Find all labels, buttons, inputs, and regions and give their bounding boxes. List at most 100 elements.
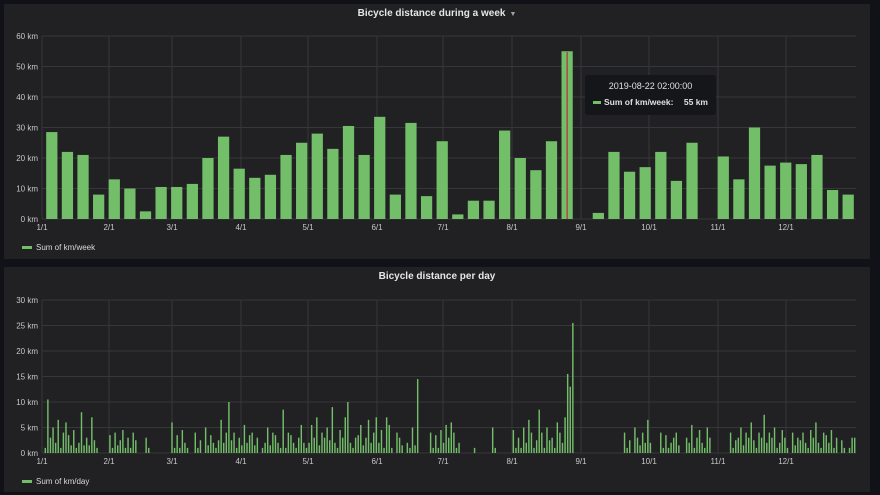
x-tick-label: 2/1: [103, 457, 115, 466]
bar: [282, 409, 284, 453]
bar: [733, 179, 745, 219]
bar: [326, 427, 328, 453]
bar: [277, 442, 279, 453]
bar: [561, 442, 564, 453]
panel-title[interactable]: Bicycle distance per day: [378, 271, 496, 282]
y-tick-label: 10 km: [16, 185, 38, 194]
bar: [494, 447, 496, 453]
bar: [272, 432, 274, 453]
bar: [848, 447, 851, 453]
legend-swatch-icon: [22, 480, 32, 484]
bar: [194, 432, 196, 453]
bar: [114, 432, 116, 453]
weekly-bar-chart[interactable]: 0 km 10 km 20 km 30 km 40 km 50 km 60 km 1/1 2/1…: [4, 4, 870, 259]
bar: [176, 435, 178, 453]
bar: [411, 427, 414, 453]
bar: [233, 432, 235, 453]
bar: [70, 445, 72, 453]
bar: [811, 154, 823, 219]
bar: [127, 437, 129, 453]
legend-item-km-day[interactable]: Sum of km/day: [22, 477, 89, 486]
bar: [804, 442, 807, 453]
daily-bar-chart[interactable]: 0 km 5 km 10 km 15 km 20 km 25 km 30 km 1/1 2/1 3…: [4, 267, 870, 492]
bar: [566, 373, 569, 453]
chevron-down-icon[interactable]: ▼: [509, 11, 517, 18]
bar: [592, 212, 604, 219]
bar: [435, 435, 437, 453]
bar: [453, 432, 455, 453]
tooltip-series: Sum of km/week:: [604, 97, 674, 107]
legend-item-km-week[interactable]: Sum of km/week: [22, 243, 95, 252]
y-tick-label: 0 km: [21, 215, 39, 224]
bar: [810, 430, 812, 453]
bar: [334, 442, 336, 453]
bar: [416, 379, 419, 453]
bar: [662, 447, 665, 453]
bar: [841, 440, 843, 453]
bar: [717, 156, 729, 219]
bar: [243, 424, 246, 453]
bar: [80, 412, 83, 453]
bar: [780, 162, 792, 219]
bar: [155, 186, 167, 219]
bar: [318, 445, 321, 453]
bar: [57, 419, 59, 453]
bar: [357, 435, 359, 453]
bar: [298, 437, 300, 453]
bar: [641, 432, 644, 453]
series-swatch-icon: [593, 101, 601, 105]
x-tick-label: 3/1: [166, 223, 178, 232]
x-tick-label: 1/1: [36, 457, 48, 466]
bar: [383, 447, 385, 453]
bar: [109, 435, 111, 453]
bar: [217, 440, 220, 453]
bar: [548, 440, 551, 453]
bar: [758, 432, 760, 453]
bar: [295, 447, 297, 453]
bar: [93, 440, 96, 453]
bar: [61, 151, 74, 219]
bar: [693, 447, 696, 453]
bar: [124, 188, 136, 219]
bar: [530, 170, 542, 219]
bar: [729, 432, 732, 453]
bar: [554, 447, 556, 453]
bar: [46, 132, 58, 219]
bar: [310, 424, 313, 453]
tooltip-time: 2019-08-22 02:00:00: [608, 81, 693, 91]
bar: [280, 154, 292, 219]
bar: [799, 440, 802, 453]
bar: [342, 125, 355, 219]
bar: [349, 442, 352, 453]
bar: [49, 437, 52, 453]
bar: [52, 427, 54, 453]
bar: [339, 430, 341, 453]
bar: [360, 424, 362, 453]
bar: [67, 435, 70, 453]
bar: [108, 179, 120, 219]
bar: [241, 445, 243, 453]
bar: [822, 432, 825, 453]
bar: [828, 442, 830, 453]
panel-title[interactable]: Bicycle distance during a week ▼: [357, 8, 517, 19]
bar: [455, 447, 458, 453]
bar: [251, 432, 253, 453]
bar: [802, 432, 804, 453]
x-tick-label: 1/1: [36, 223, 48, 232]
bar: [329, 440, 331, 453]
bar: [266, 427, 269, 453]
bar: [450, 422, 453, 453]
bar: [499, 130, 511, 219]
bar: [347, 402, 349, 453]
bar: [210, 435, 212, 453]
hover-tooltip: 2019-08-22 02:00:00 Sum of km/week: 55 k…: [585, 75, 716, 115]
bar: [370, 442, 372, 453]
bar: [784, 437, 786, 453]
bar: [655, 151, 667, 219]
bar: [533, 447, 535, 453]
bar: [649, 442, 652, 453]
bar: [235, 447, 238, 453]
x-tick-label: 9/1: [575, 223, 587, 232]
bar: [296, 142, 308, 219]
y-tick-label: 30 km: [16, 296, 38, 305]
